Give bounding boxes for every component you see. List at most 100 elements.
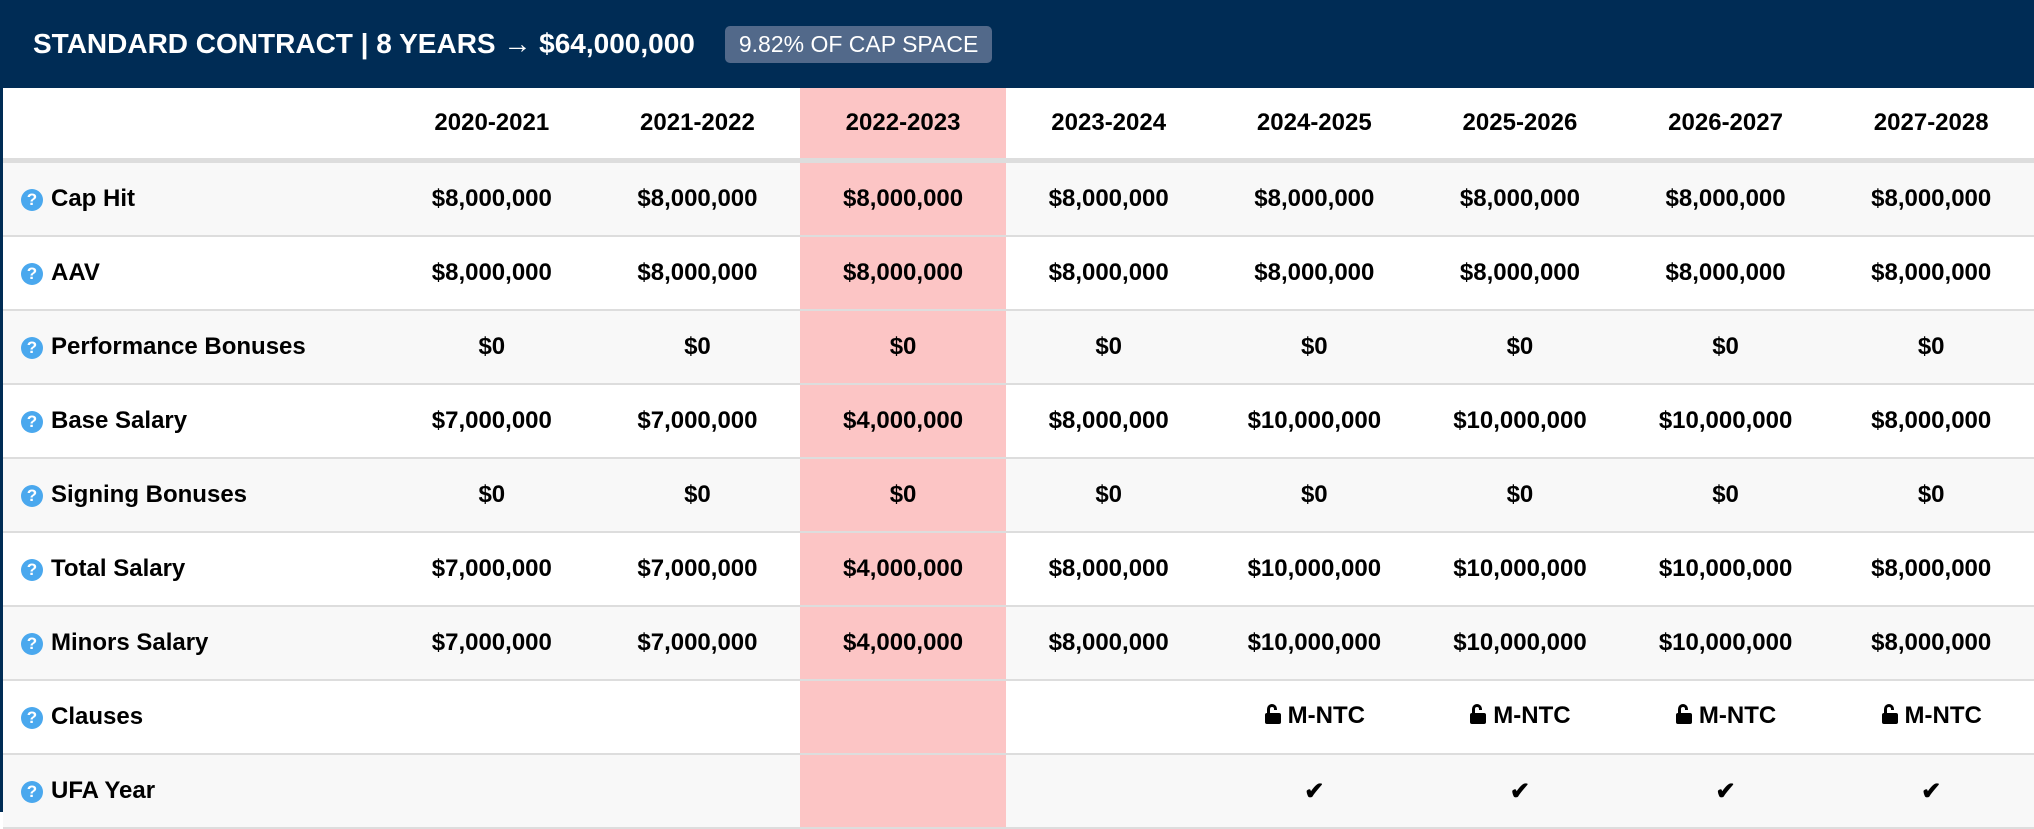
row-label: Performance Bonuses (51, 333, 306, 360)
row-label-cell: ? AAV (3, 236, 389, 311)
help-icon[interactable]: ? (21, 781, 43, 803)
season-header: 2022-2023 (800, 88, 1006, 163)
row-label-cell: ? Signing Bonuses (3, 458, 389, 533)
season-header: 2020-2021 (389, 88, 595, 163)
ufa-cell: ✔ (1417, 754, 1623, 829)
table-row: ? Performance Bonuses $0 $0 $0 $0 $0 $0 $0 $0 (3, 310, 2034, 385)
value-cell: $0 (594, 458, 801, 533)
ufa-cell (1005, 754, 1212, 829)
value-cell: $7,000,000 (594, 384, 801, 459)
check-icon: ✔ (1509, 777, 1530, 805)
value-cell: $8,000,000 (800, 160, 1006, 237)
value-cell: $10,000,000 (1211, 384, 1418, 459)
table-row: ? AAV $8,000,000 $8,000,000 $8,000,000 $8,000… (3, 236, 2034, 311)
value-cell: $8,000,000 (594, 160, 801, 237)
row-label-cell: ? Clauses (3, 680, 389, 755)
help-icon[interactable]: ? (21, 485, 43, 507)
value-cell: $8,000,000 (1005, 160, 1212, 237)
contract-header: STANDARD CONTRACT | 8 YEARS → $64,000,00… (3, 0, 2034, 88)
row-label-cell: ? Minors Salary (3, 606, 389, 681)
row-label-cell: ? Total Salary (3, 532, 389, 607)
value-cell: $7,000,000 (389, 606, 595, 681)
season-header: 2021-2022 (594, 88, 801, 163)
value-cell: $8,000,000 (1005, 236, 1212, 311)
value-cell: $10,000,000 (1622, 384, 1829, 459)
season-header: 2026-2027 (1622, 88, 1829, 163)
help-icon[interactable]: ? (21, 633, 43, 655)
value-cell: $0 (1005, 310, 1212, 385)
unlock-icon (1469, 703, 1487, 732)
row-label: Clauses (51, 703, 144, 730)
clause-text: M-NTC (1904, 702, 1982, 729)
value-cell: $8,000,000 (1622, 236, 1829, 311)
value-cell: $8,000,000 (389, 160, 595, 237)
help-icon[interactable]: ? (21, 337, 43, 359)
row-label: Minors Salary (51, 629, 209, 656)
value-cell: $7,000,000 (389, 384, 595, 459)
ufa-cell: ✔ (1622, 754, 1829, 829)
ufa-cell (389, 754, 595, 829)
value-cell: $8,000,000 (1005, 384, 1212, 459)
value-cell: $8,000,000 (1828, 384, 2034, 459)
clause-cell: M-NTC (1622, 680, 1829, 755)
season-header: 2025-2026 (1417, 88, 1623, 163)
row-label: Cap Hit (51, 185, 135, 212)
value-cell: $7,000,000 (594, 532, 801, 607)
clause-cell (1005, 680, 1212, 755)
value-cell: $4,000,000 (800, 384, 1006, 459)
clause-text: M-NTC (1493, 702, 1571, 729)
clause-cell (800, 680, 1006, 755)
row-label: Base Salary (51, 407, 188, 434)
value-cell: $8,000,000 (1005, 606, 1212, 681)
help-icon[interactable]: ? (21, 411, 43, 433)
row-label-cell: ? Performance Bonuses (3, 310, 389, 385)
table-row: ? Base Salary $7,000,000 $7,000,000 $4,000,0… (3, 384, 2034, 459)
value-cell: $7,000,000 (594, 606, 801, 681)
value-cell: $8,000,000 (1828, 160, 2034, 237)
value-cell: $8,000,000 (1211, 236, 1418, 311)
value-cell: $10,000,000 (1417, 532, 1623, 607)
value-cell: $10,000,000 (1622, 606, 1829, 681)
value-cell: $4,000,000 (800, 606, 1006, 681)
table-row: ? Total Salary $7,000,000 $7,000,000 $4,000,… (3, 532, 2034, 607)
contract-title: STANDARD CONTRACT | 8 YEARS → $64,000,00… (33, 28, 695, 59)
clause-text: M-NTC (1698, 702, 1777, 729)
ufa-cell: ✔ (1828, 754, 2034, 829)
value-cell: $0 (1211, 458, 1418, 533)
row-label: Total Salary (51, 555, 186, 582)
help-icon[interactable]: ? (21, 263, 43, 285)
value-cell: $8,000,000 (1828, 606, 2034, 681)
value-cell: $8,000,000 (594, 236, 801, 311)
value-cell: $10,000,000 (1211, 606, 1418, 681)
value-cell: $8,000,000 (800, 236, 1006, 311)
unlock-icon (1264, 703, 1282, 732)
help-icon[interactable]: ? (21, 559, 43, 581)
value-cell: $0 (594, 310, 801, 385)
clause-cell: M-NTC (1417, 680, 1623, 755)
value-cell: $8,000,000 (1417, 160, 1623, 237)
value-cell: $8,000,000 (1622, 160, 1829, 237)
value-cell: $0 (389, 458, 595, 533)
table-row: ? Clauses M-NTC M-NTC M-NTC M-NTC (3, 680, 2034, 755)
value-cell: $8,000,000 (1828, 532, 2034, 607)
help-icon[interactable]: ? (21, 189, 43, 211)
row-label: AAV (51, 259, 100, 286)
unlock-icon (1675, 703, 1693, 732)
season-header-row: 2020-2021 2021-2022 2022-2023 2023-2024 2024… (3, 88, 2034, 163)
clause-cell (594, 680, 801, 755)
check-icon: ✔ (1304, 777, 1325, 805)
table-row: ? Cap Hit $8,000,000 $8,000,000 $8,000,000 $8… (3, 160, 2034, 237)
check-icon: ✔ (1715, 777, 1736, 805)
unlock-icon (1881, 703, 1899, 732)
help-icon[interactable]: ? (21, 707, 43, 729)
clause-cell: M-NTC (1828, 680, 2034, 755)
value-cell: $8,000,000 (1417, 236, 1623, 311)
value-cell: $0 (1211, 310, 1418, 385)
value-cell: $0 (1622, 458, 1829, 533)
value-cell: $0 (1828, 458, 2034, 533)
value-cell: $0 (800, 310, 1006, 385)
contract-table: 2020-2021 2021-2022 2022-2023 2023-2024 2024… (3, 88, 2034, 829)
clause-cell (389, 680, 595, 755)
row-label-cell: ? Base Salary (3, 384, 389, 459)
